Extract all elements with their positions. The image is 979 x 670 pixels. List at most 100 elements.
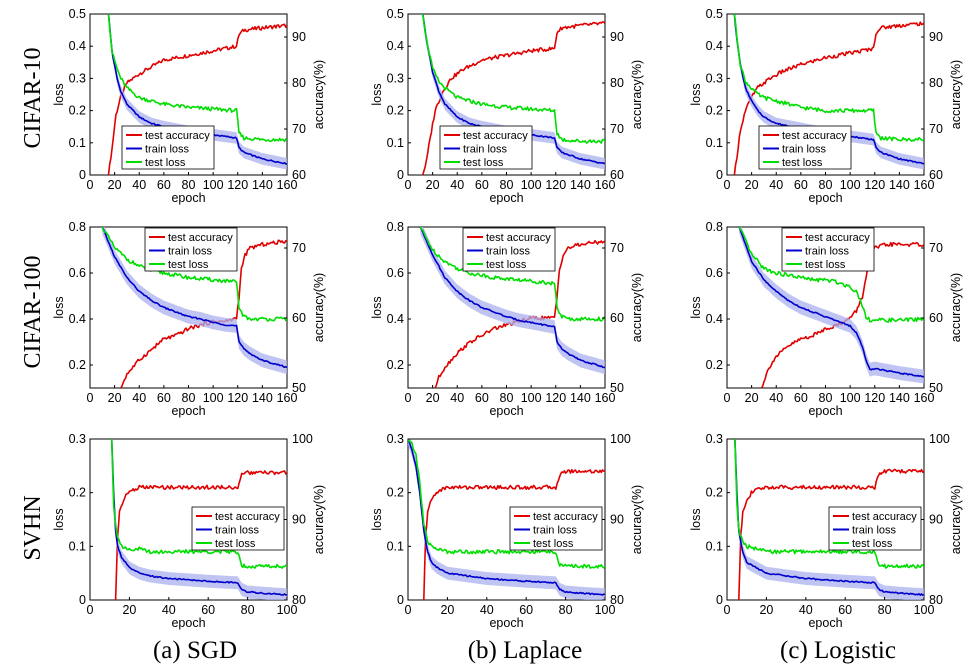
y2-tick-label: 80 bbox=[292, 76, 306, 90]
y2-tick-label: 80 bbox=[292, 593, 306, 607]
y-axis-label: loss bbox=[52, 508, 66, 530]
x-tick-label: 20 bbox=[759, 603, 773, 617]
x-tick-label: 140 bbox=[889, 391, 910, 405]
row-label-cifar100: CIFAR-100 bbox=[20, 256, 46, 369]
x-axis-label: epoch bbox=[171, 616, 205, 630]
x-tick-label: 0 bbox=[405, 603, 412, 617]
y-tick-label: 0.2 bbox=[69, 104, 86, 118]
x-tick-label: 100 bbox=[521, 391, 542, 405]
legend-entry: train loss bbox=[215, 525, 260, 537]
test-loss-line bbox=[101, 227, 287, 322]
legend-entry: test accuracy bbox=[533, 511, 598, 523]
y2-tick-label: 60 bbox=[610, 168, 624, 182]
test-accuracy-line bbox=[114, 470, 287, 600]
x-axis-label: epoch bbox=[808, 616, 842, 630]
legend-entry: train loss bbox=[486, 246, 531, 258]
series-layer bbox=[110, 439, 287, 600]
x-tick-label: 80 bbox=[182, 178, 196, 192]
x-tick-label: 140 bbox=[252, 178, 273, 192]
y2-tick-label: 50 bbox=[929, 381, 943, 395]
y-tick-label: 0.4 bbox=[706, 39, 723, 53]
y-tick-label: 0.3 bbox=[387, 432, 404, 446]
y-tick-label: 0 bbox=[716, 168, 723, 182]
y-tick-label: 0.2 bbox=[706, 358, 723, 372]
x-tick-label: 60 bbox=[519, 603, 533, 617]
x-tick-label: 160 bbox=[914, 391, 935, 405]
x-tick-label: 60 bbox=[157, 391, 171, 405]
y2-axis-label: accuracy(%) bbox=[312, 485, 326, 554]
x-tick-label: 60 bbox=[201, 603, 215, 617]
train-loss-line bbox=[110, 439, 287, 596]
y-tick-label: 0.5 bbox=[69, 7, 86, 21]
legend-entry: test loss bbox=[463, 157, 504, 169]
x-axis-label: epoch bbox=[489, 616, 523, 630]
series-layer bbox=[419, 227, 605, 388]
y-tick-label: 0.3 bbox=[706, 432, 723, 446]
column-label-logistic: (c) Logistic bbox=[780, 637, 896, 664]
y-tick-label: 0.2 bbox=[387, 104, 404, 118]
train-loss-band bbox=[102, 227, 287, 375]
test-loss-line bbox=[738, 227, 924, 323]
x-tick-label: 80 bbox=[500, 178, 514, 192]
y-tick-label: 0.2 bbox=[69, 358, 86, 372]
y-axis-label: loss bbox=[689, 83, 703, 105]
y-tick-label: 0 bbox=[397, 168, 404, 182]
y-tick-label: 0.5 bbox=[706, 7, 723, 21]
chart-panel-r1-c0: 0 20 40 60 80 100 120 140 160 0.2 0.4 0.6 0.8 50 60 70 e… bbox=[52, 220, 326, 418]
chart-panel-r0-c2: 0 20 40 60 80 100 120 140 160 0 0.1 0.2 0.3 0.4 0.5 60 7… bbox=[689, 7, 963, 205]
y2-tick-label: 80 bbox=[929, 76, 943, 90]
x-tick-label: 20 bbox=[108, 178, 122, 192]
x-tick-label: 160 bbox=[914, 178, 935, 192]
x-tick-label: 120 bbox=[864, 178, 885, 192]
legend-entry: test accuracy bbox=[215, 511, 280, 523]
x-tick-label: 140 bbox=[889, 178, 910, 192]
y-tick-label: 0.2 bbox=[69, 486, 86, 500]
legend-entry: test loss bbox=[168, 259, 209, 271]
x-tick-label: 160 bbox=[595, 178, 616, 192]
legend-entry: test accuracy bbox=[486, 232, 551, 244]
y-tick-label: 0.6 bbox=[706, 266, 723, 280]
y-tick-label: 0.3 bbox=[387, 71, 404, 85]
y2-tick-label: 70 bbox=[929, 122, 943, 136]
x-tick-label: 20 bbox=[745, 178, 759, 192]
y-tick-label: 0 bbox=[79, 593, 86, 607]
test-loss-line bbox=[734, 439, 924, 569]
chart-panel-r0-c0: 0 20 40 60 80 100 120 140 160 0 0.1 0.2 0.3 0.4 0.5 60 7… bbox=[52, 7, 326, 205]
x-tick-label: 120 bbox=[545, 391, 566, 405]
column-label-sgd: (a) SGD bbox=[153, 637, 237, 664]
x-axis-label: epoch bbox=[171, 191, 205, 205]
y-axis-label: loss bbox=[370, 508, 384, 530]
y2-axis-label: accuracy(%) bbox=[949, 60, 963, 129]
y2-tick-label: 100 bbox=[610, 432, 631, 446]
x-tick-label: 140 bbox=[570, 178, 591, 192]
legend-entry: test accuracy bbox=[805, 232, 870, 244]
x-tick-label: 120 bbox=[227, 391, 248, 405]
y-tick-label: 0.1 bbox=[387, 136, 404, 150]
x-axis-label: epoch bbox=[808, 191, 842, 205]
y-tick-label: 0.6 bbox=[387, 266, 404, 280]
x-tick-label: 0 bbox=[87, 603, 94, 617]
x-tick-label: 140 bbox=[252, 391, 273, 405]
y-axis-label: loss bbox=[689, 296, 703, 318]
y2-tick-label: 50 bbox=[610, 381, 624, 395]
x-tick-label: 0 bbox=[87, 178, 94, 192]
y2-tick-label: 100 bbox=[929, 432, 950, 446]
series-layer bbox=[101, 227, 287, 388]
y-tick-label: 0.1 bbox=[69, 136, 86, 150]
series-layer bbox=[734, 439, 924, 600]
x-tick-label: 80 bbox=[878, 603, 892, 617]
legend-entry: test accuracy bbox=[168, 232, 233, 244]
x-tick-label: 80 bbox=[241, 603, 255, 617]
chart-panel-r1-c2: 0 20 40 60 80 100 120 140 160 0.2 0.4 0.6 0.8 50 60 70 e… bbox=[689, 220, 963, 418]
y2-tick-label: 80 bbox=[929, 593, 943, 607]
x-tick-label: 0 bbox=[724, 603, 731, 617]
x-tick-label: 100 bbox=[595, 603, 616, 617]
x-tick-label: 160 bbox=[595, 391, 616, 405]
